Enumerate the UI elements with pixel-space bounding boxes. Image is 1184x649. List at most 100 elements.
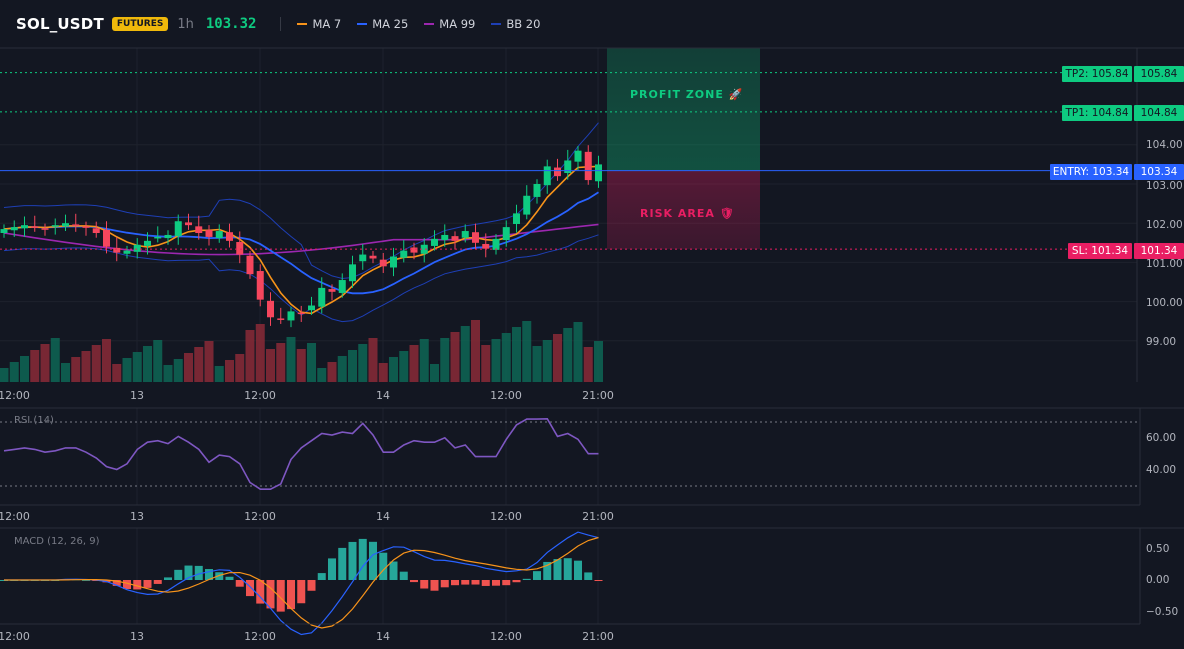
timeframe-selector[interactable]: 1h bbox=[177, 16, 194, 32]
volume-bar bbox=[20, 356, 29, 382]
volume-bar bbox=[61, 363, 70, 382]
candle-body bbox=[226, 232, 233, 241]
ma25-swatch bbox=[357, 23, 368, 25]
macd-histogram-bar bbox=[112, 580, 121, 586]
volume-bar bbox=[235, 354, 245, 382]
time-tick: 13 bbox=[130, 630, 144, 643]
candle-body bbox=[502, 227, 510, 241]
macd-histogram-bar bbox=[297, 580, 306, 604]
sl-tag[interactable]: SL: 101.34 bbox=[1068, 243, 1132, 259]
volume-bar bbox=[594, 341, 603, 382]
macd-histogram-bar bbox=[164, 577, 172, 580]
candle-body bbox=[308, 305, 315, 311]
candle-body bbox=[318, 287, 326, 307]
volume-bar bbox=[337, 356, 347, 382]
macd-histogram-bar bbox=[123, 580, 131, 590]
candle-body bbox=[174, 221, 182, 237]
time-tick: 21:00 bbox=[582, 510, 614, 523]
candle-body bbox=[523, 195, 531, 215]
tp2-tag[interactable]: TP2: 105.84 bbox=[1062, 66, 1132, 82]
price-tick: 101.00 bbox=[1146, 258, 1183, 270]
volume-bar bbox=[255, 324, 265, 382]
volume-bar bbox=[194, 347, 204, 382]
time-tick: 12:00 bbox=[0, 510, 30, 523]
rsi-tick: 40.00 bbox=[1146, 464, 1177, 476]
macd-histogram-bar bbox=[430, 580, 439, 591]
volume-bar bbox=[9, 362, 19, 382]
macd-histogram-bar bbox=[348, 541, 357, 580]
symbol-name[interactable]: SOL_USDT bbox=[16, 15, 104, 33]
volume-bar bbox=[440, 338, 450, 382]
candle-body bbox=[267, 300, 274, 318]
legend-ma7-label: MA 7 bbox=[312, 17, 342, 31]
candle-body bbox=[246, 255, 254, 275]
macd-histogram-bar bbox=[256, 580, 265, 604]
last-price: 103.32 bbox=[205, 16, 257, 32]
volume-bar bbox=[583, 347, 593, 382]
macd-histogram-bar bbox=[358, 538, 367, 580]
ma99-swatch bbox=[424, 23, 435, 25]
candle-body bbox=[41, 228, 49, 230]
volume-bar bbox=[266, 349, 275, 382]
volume-bar bbox=[153, 340, 163, 382]
candle-body bbox=[441, 234, 449, 241]
volume-bar bbox=[471, 320, 480, 382]
macd-histogram-bar bbox=[543, 561, 552, 580]
macd-histogram-bar bbox=[143, 580, 152, 588]
macd-histogram-bar bbox=[174, 569, 183, 580]
legend-ma99[interactable]: MA 99 bbox=[424, 17, 475, 31]
time-tick: 14 bbox=[376, 510, 390, 523]
macd-histogram-bar bbox=[287, 580, 295, 610]
macd-histogram-bar bbox=[184, 565, 193, 580]
macd-tick: 0.50 bbox=[1146, 543, 1170, 555]
price-tick: 102.00 bbox=[1146, 219, 1183, 231]
tp1-price-tag: 104.84 bbox=[1134, 105, 1184, 121]
volume-bar bbox=[481, 345, 491, 382]
volume-bar bbox=[91, 345, 101, 382]
time-tick: 12:00 bbox=[0, 389, 30, 402]
candle-body bbox=[21, 225, 28, 229]
candle-body bbox=[51, 225, 59, 227]
volume-bar bbox=[399, 351, 409, 382]
bb20-swatch bbox=[491, 23, 502, 25]
entry-tag[interactable]: ENTRY: 103.34 bbox=[1050, 164, 1132, 180]
candle-body bbox=[533, 184, 541, 197]
rsi-label: RSI (14) bbox=[14, 415, 54, 426]
candle-body bbox=[379, 259, 387, 267]
volume-bar bbox=[296, 349, 306, 382]
macd-tick: 0.00 bbox=[1146, 574, 1170, 586]
legend-ma7[interactable]: MA 7 bbox=[297, 17, 341, 31]
macd-histogram-bar bbox=[471, 580, 480, 585]
tp1-tag[interactable]: TP1: 104.84 bbox=[1062, 105, 1132, 121]
macd-histogram-bar bbox=[492, 580, 500, 586]
candle-body bbox=[123, 250, 131, 254]
macd-histogram-bar bbox=[276, 580, 285, 612]
trade-levels bbox=[0, 72, 1070, 250]
price-tick: 104.00 bbox=[1146, 139, 1183, 151]
candle-body bbox=[420, 244, 428, 254]
candle-body bbox=[31, 226, 39, 228]
volume-bar bbox=[317, 368, 327, 382]
time-tick: 14 bbox=[376, 389, 390, 402]
volume-bar bbox=[143, 346, 152, 382]
candle-body bbox=[359, 254, 367, 262]
volume-bar bbox=[419, 339, 429, 382]
macd-histogram-bar bbox=[235, 580, 244, 587]
volume-bar bbox=[522, 321, 532, 382]
legend-bb20[interactable]: BB 20 bbox=[491, 17, 540, 31]
header-divider bbox=[280, 17, 282, 31]
candle-body bbox=[349, 264, 356, 282]
legend-ma99-label: MA 99 bbox=[439, 17, 476, 31]
macd-histogram-bar bbox=[410, 580, 418, 583]
legend-ma25[interactable]: MA 25 bbox=[357, 17, 408, 31]
volume-bar bbox=[204, 341, 214, 382]
macd-histogram-bar bbox=[328, 558, 336, 580]
macd-histogram-bar bbox=[502, 580, 511, 586]
rsi-line bbox=[3, 417, 599, 490]
time-tick: 12:00 bbox=[244, 630, 276, 643]
macd-histogram-bar bbox=[563, 558, 572, 580]
volume-bar bbox=[276, 343, 286, 382]
macd-label: MACD (12, 26, 9) bbox=[14, 536, 100, 547]
volume-bar bbox=[112, 364, 122, 382]
